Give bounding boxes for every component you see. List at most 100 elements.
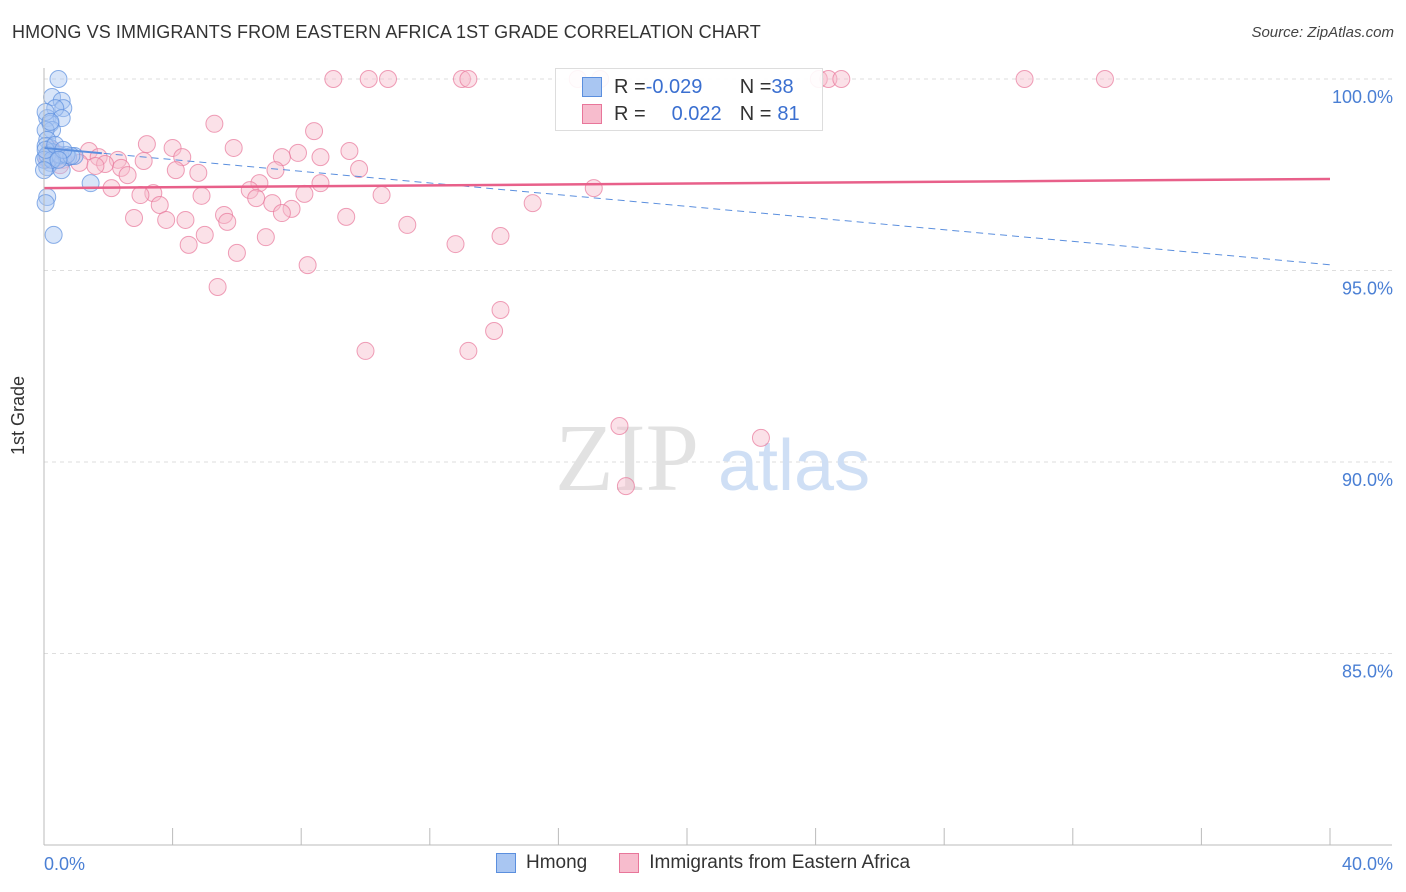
eafrica-point: [491, 227, 510, 246]
legend-row-hmong: R = -0.029 N = 38: [582, 74, 794, 100]
hmong-trend-solid: [43, 146, 102, 155]
eafrica-point: [179, 235, 198, 254]
y-axis-label: 1st Grade: [8, 375, 28, 455]
eafrica-point: [356, 341, 375, 360]
eafrica-point: [125, 209, 144, 228]
r-label: R =: [614, 102, 646, 125]
stats-legend: R = -0.029 N = 38 R = 0.022 N = 81: [555, 68, 823, 131]
eafrica-point: [195, 225, 214, 244]
eafrica-point: [288, 143, 307, 162]
eafrica-trend-line: [43, 177, 1331, 190]
eafrica-point: [227, 243, 246, 262]
eafrica-point: [173, 148, 192, 167]
y-tick-label: 90.0%: [1342, 470, 1393, 490]
eafrica-point: [134, 151, 153, 170]
eafrica-point: [610, 416, 629, 435]
eafrica-point: [118, 166, 137, 185]
eafrica-point: [584, 179, 603, 198]
eafrica-point: [337, 207, 356, 226]
eafrica-point: [192, 186, 211, 205]
eafrica-point: [379, 70, 398, 88]
legend-item-eafrica[interactable]: Immigrants from Eastern Africa: [619, 852, 910, 874]
eafrica-point: [459, 70, 478, 88]
y-tick-label: 85.0%: [1342, 662, 1393, 682]
eafrica-point: [86, 156, 105, 175]
eafrica-point: [208, 277, 227, 296]
hmong-point: [41, 112, 60, 131]
hmong-n-value: 38: [771, 75, 794, 98]
eafrica-point: [150, 196, 169, 215]
eafrica-point: [340, 142, 359, 161]
eafrica-point: [459, 341, 478, 360]
eafrica-point: [112, 158, 131, 177]
eafrica-point: [305, 122, 324, 141]
eafrica-point: [247, 189, 266, 208]
eafrica-point: [224, 138, 243, 157]
chart-title: HMONG VS IMMIGRANTS FROM EASTERN AFRICA …: [12, 22, 761, 42]
eafrica-point: [350, 160, 369, 179]
eafrica-point: [295, 184, 314, 203]
legend-item-hmong[interactable]: Hmong: [495, 852, 588, 874]
hmong-point: [52, 109, 71, 128]
eafrica-swatch: [582, 104, 602, 124]
eafrica-point: [272, 148, 291, 167]
legend-label: Immigrants from Eastern Africa: [649, 852, 911, 873]
eafrica-point: [452, 70, 471, 88]
eafrica-point: [298, 256, 317, 275]
eafrica-point: [163, 138, 182, 157]
legend-label: Hmong: [525, 852, 588, 873]
hmong-point: [36, 102, 55, 121]
eafrica-point: [131, 186, 150, 205]
eafrica-point: [189, 163, 208, 182]
eafrica-point: [311, 148, 330, 167]
eafrica-point: [282, 199, 301, 218]
eafrica-point: [398, 215, 417, 234]
hmong-swatch: [582, 77, 602, 97]
source-label: Source: ZipAtlas.com: [1251, 24, 1394, 41]
eafrica-point: [372, 186, 391, 205]
eafrica-point: [263, 194, 282, 213]
eafrica-point: [491, 300, 510, 319]
y-tick-label: 100.0%: [1332, 87, 1393, 107]
n-label: N =: [739, 75, 772, 98]
hmong-point: [49, 70, 68, 88]
hmong-point: [81, 174, 100, 193]
eafrica-point: [266, 161, 285, 180]
hmong-point: [36, 194, 55, 213]
eafrica-point: [137, 135, 156, 154]
eafrica-point: [157, 210, 176, 229]
eafrica-point: [166, 161, 185, 180]
x-tick-label: 0.0%: [44, 854, 85, 874]
hmong-point: [49, 150, 68, 169]
eafrica-r-value: 0.022: [671, 102, 722, 125]
hmong-swatch: [495, 853, 516, 873]
eafrica-point: [311, 174, 330, 193]
eafrica-point: [446, 235, 465, 254]
eafrica-point: [359, 70, 378, 88]
eafrica-point: [176, 210, 195, 229]
eafrica-point: [256, 228, 275, 247]
eafrica-point: [832, 70, 851, 88]
eafrica-point: [1095, 70, 1114, 88]
series-legend: Hmong Immigrants from Eastern Africa: [0, 852, 1406, 874]
eafrica-point: [205, 114, 224, 133]
legend-row-eafrica: R = 0.022 N = 81: [582, 101, 800, 127]
eafrica-point: [272, 204, 291, 223]
eafrica-swatch: [619, 853, 640, 873]
eafrica-point: [751, 428, 770, 447]
watermark-atlas: atlas: [718, 426, 870, 506]
eafrica-point: [324, 70, 343, 88]
eafrica-point: [523, 194, 542, 213]
eafrica-point: [485, 322, 504, 341]
r-label: R =: [614, 75, 646, 98]
y-tick-label: 95.0%: [1342, 279, 1393, 299]
eafrica-point: [616, 477, 635, 496]
eafrica-n-value: 81: [777, 102, 800, 125]
n-label: N =: [739, 102, 772, 125]
eafrica-point: [1015, 70, 1034, 88]
eafrica-point: [218, 212, 237, 231]
hmong-point: [44, 225, 63, 244]
hmong-r-value: -0.029: [645, 75, 703, 98]
x-tick-label: 40.0%: [1342, 854, 1393, 874]
